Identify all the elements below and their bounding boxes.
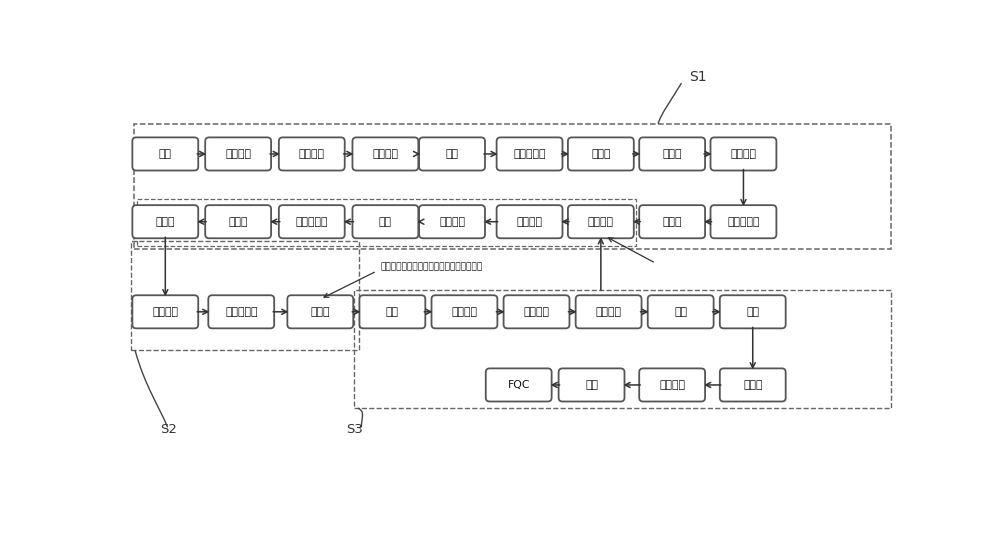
Text: 后固化: 后固化 — [311, 307, 330, 317]
FancyBboxPatch shape — [486, 368, 552, 402]
FancyBboxPatch shape — [639, 368, 705, 402]
Text: 图形电镀: 图形电镀 — [596, 307, 622, 317]
Text: 抜真空: 抜真空 — [228, 217, 248, 227]
Text: 该段流程重复制作，直到铜厚镀到要求为止: 该段流程重复制作，直到铜厚镀到要求为止 — [381, 262, 483, 271]
Text: 介质层填缝: 介质层填缝 — [296, 217, 328, 227]
FancyBboxPatch shape — [208, 295, 274, 328]
Text: 蚀刻: 蚀刻 — [446, 149, 459, 159]
FancyBboxPatch shape — [352, 205, 418, 238]
FancyBboxPatch shape — [711, 205, 776, 238]
Text: 沉铜板镀: 沉铜板镀 — [451, 307, 477, 317]
Text: 抜真空: 抜真空 — [591, 149, 611, 159]
Bar — [134, 124, 891, 249]
Text: 电子测试: 电子测试 — [659, 380, 685, 390]
Text: 下料: 下料 — [159, 149, 172, 159]
Text: S1: S1 — [689, 70, 707, 84]
Bar — [131, 240, 359, 350]
Text: 蚀刻: 蚀刻 — [674, 307, 687, 317]
Text: 真空压膜: 真空压膜 — [152, 307, 178, 317]
FancyBboxPatch shape — [279, 205, 345, 238]
FancyBboxPatch shape — [576, 295, 642, 328]
Text: 后固化: 后固化 — [743, 380, 763, 390]
Text: 后固化: 后固化 — [662, 217, 682, 227]
Text: 图形电镀: 图形电镀 — [372, 149, 398, 159]
Text: 介质层填缝: 介质层填缝 — [513, 149, 546, 159]
Text: 预固化: 预固化 — [156, 217, 175, 227]
FancyBboxPatch shape — [279, 137, 345, 171]
FancyBboxPatch shape — [720, 368, 786, 402]
Text: 图形转移: 图形转移 — [299, 149, 325, 159]
FancyBboxPatch shape — [132, 295, 198, 328]
Text: 图形电镀: 图形电镀 — [439, 217, 465, 227]
Text: FQC: FQC — [507, 380, 530, 390]
Text: 真空压膜: 真空压膜 — [730, 149, 756, 159]
FancyBboxPatch shape — [720, 295, 786, 328]
FancyBboxPatch shape — [432, 295, 497, 328]
Text: S2: S2 — [160, 423, 177, 435]
Text: 钒定位孔: 钒定位孔 — [225, 149, 251, 159]
FancyBboxPatch shape — [504, 295, 569, 328]
Text: 图形转移: 图形转移 — [517, 217, 543, 227]
FancyBboxPatch shape — [419, 137, 485, 171]
Text: S3: S3 — [346, 423, 363, 435]
FancyBboxPatch shape — [359, 295, 425, 328]
Text: 预固化: 预固化 — [662, 149, 682, 159]
Bar — [137, 198, 636, 246]
FancyBboxPatch shape — [419, 205, 485, 238]
FancyBboxPatch shape — [711, 137, 776, 171]
FancyBboxPatch shape — [497, 137, 562, 171]
Text: 图形转移: 图形转移 — [524, 307, 550, 317]
FancyBboxPatch shape — [287, 295, 353, 328]
Text: 蚀刻: 蚀刻 — [379, 217, 392, 227]
FancyBboxPatch shape — [352, 137, 418, 171]
FancyBboxPatch shape — [205, 137, 271, 171]
Text: 成型: 成型 — [585, 380, 598, 390]
Text: 介质层研磨: 介质层研磨 — [225, 307, 258, 317]
FancyBboxPatch shape — [639, 137, 705, 171]
FancyBboxPatch shape — [568, 137, 634, 171]
Text: 介质层研磨: 介质层研磨 — [727, 217, 760, 227]
Bar — [354, 290, 891, 408]
Text: 阻焉: 阻焉 — [746, 307, 759, 317]
FancyBboxPatch shape — [205, 205, 271, 238]
FancyBboxPatch shape — [568, 205, 634, 238]
FancyBboxPatch shape — [648, 295, 714, 328]
Text: 钒孔: 钒孔 — [386, 307, 399, 317]
FancyBboxPatch shape — [559, 368, 624, 402]
FancyBboxPatch shape — [132, 205, 198, 238]
Text: 沉铜板镀: 沉铜板镀 — [588, 217, 614, 227]
FancyBboxPatch shape — [639, 205, 705, 238]
FancyBboxPatch shape — [132, 137, 198, 171]
FancyBboxPatch shape — [497, 205, 562, 238]
